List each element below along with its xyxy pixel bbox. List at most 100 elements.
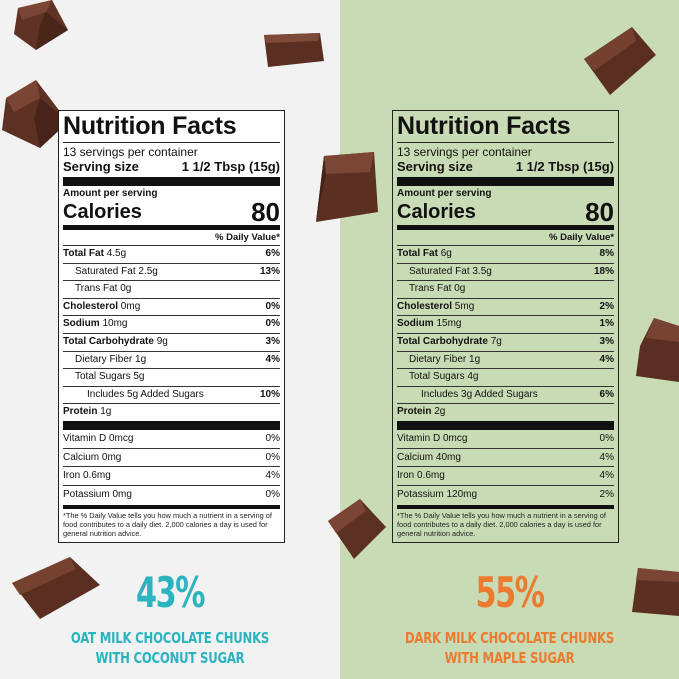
nutrient-percent: 13% xyxy=(259,265,280,277)
nutrient-label: Includes 5g Added Sugars xyxy=(87,388,204,400)
amount-per-serving: Amount per serving xyxy=(397,188,492,199)
nutrition-facts-panel-right: Nutrition Facts 13 servings per containe… xyxy=(392,110,619,544)
nutrient-percent: 6% xyxy=(599,388,614,400)
nutrient-percent: 18% xyxy=(593,265,614,277)
right-background xyxy=(340,0,679,679)
nutrient-row-sodium: Sodium 15mg 1% xyxy=(397,315,614,333)
vitamin-label: Potassium 120mg xyxy=(397,488,478,500)
nutrient-label: Includes 3g Added Sugars xyxy=(421,388,538,400)
nutrient-label: Dietary Fiber 1g xyxy=(75,353,147,365)
chocolate-chunk-image xyxy=(2,80,68,148)
nutrient-percent: 0% xyxy=(265,300,280,312)
nutrient-row-saturated-fat: Saturated Fat 3.5g 18% xyxy=(397,262,614,281)
nutrient-percent: 8% xyxy=(599,248,614,259)
nutrient-row-total-fat: Total Fat 4.5g 6% xyxy=(63,245,280,263)
calories-value: 80 xyxy=(585,197,614,227)
nutrient-label: Total Fat xyxy=(63,248,104,259)
nutrient-amount: 15mg xyxy=(436,318,462,330)
nutrient-label: Sodium xyxy=(63,318,100,330)
chocolate-chunk-image xyxy=(328,499,386,559)
serving-size-row: Serving size 1 1/2 Tbsp (15g) xyxy=(63,159,280,174)
servings-per-container: 13 servings per container xyxy=(397,145,532,159)
daily-value-header: % Daily Value* xyxy=(549,232,614,243)
vitamin-label: Vitamin D 0mcg xyxy=(63,432,134,444)
chocolate-chunk-image xyxy=(264,33,324,67)
divider-thick xyxy=(397,420,614,430)
nutrient-label: Saturated Fat 2.5g xyxy=(75,265,158,277)
nutrient-row-protein: Protein 1g xyxy=(63,403,280,421)
nutrient-amount: 9g xyxy=(156,335,168,347)
divider-thick xyxy=(63,177,280,186)
vitamin-percent: 4% xyxy=(265,470,280,482)
vitamin-percent: 4% xyxy=(599,451,614,463)
nutrition-facts-panel-left: Nutrition Facts 13 servings per containe… xyxy=(58,110,285,544)
daily-value-footnote: *The % Daily Value tells you how much a … xyxy=(63,505,280,538)
nutrition-facts-title: Nutrition Facts xyxy=(397,112,571,140)
vitamin-percent: 2% xyxy=(599,488,614,500)
nutrient-row-total-sugars: Total Sugars 4g xyxy=(397,368,614,386)
vitamins-section: Vitamin D 0mcg 0% Calcium 40mg 4% Iron 0… xyxy=(397,430,614,503)
vitamin-label: Calcium 40mg xyxy=(397,451,461,463)
nutrient-label: Total Sugars 5g xyxy=(75,371,145,383)
nutrient-percent: 0% xyxy=(265,318,280,330)
vitamin-row-iron: Iron 0.6mg 4% xyxy=(397,466,614,485)
calories-value: 80 xyxy=(251,197,280,227)
nutrition-facts-title: Nutrition Facts xyxy=(63,112,237,140)
nutrient-row-cholesterol: Cholesterol 0mg 0% xyxy=(63,297,280,316)
product-name-right: DARK MILK CHOCOLATE CHUNKS WITH MAPLE SU… xyxy=(377,628,641,668)
product-name-line: WITH MAPLE SUGAR xyxy=(444,649,575,667)
vitamin-label: Iron 0.6mg xyxy=(397,470,445,482)
nutrient-row-saturated-fat: Saturated Fat 2.5g 13% xyxy=(63,262,280,281)
vitamin-label: Iron 0.6mg xyxy=(63,470,111,482)
nutrient-label: Total Carbohydrate xyxy=(397,335,488,347)
divider-thick xyxy=(397,177,614,186)
serving-size-label: Serving size xyxy=(63,159,139,174)
nutrient-row-added-sugars: Includes 5g Added Sugars 10% xyxy=(63,385,280,404)
nutrient-percent: 4% xyxy=(599,353,614,365)
product-name-left: OAT MILK CHOCOLATE CHUNKS WITH COCONUT S… xyxy=(37,628,302,668)
nutrient-row-total-carbohydrate: Total Carbohydrate 7g 3% xyxy=(397,332,614,351)
nutrient-label: Trans Fat 0g xyxy=(409,283,466,295)
vitamin-percent: 0% xyxy=(265,451,280,463)
chocolate-chunk-image xyxy=(316,152,378,222)
nutrient-percent: 1% xyxy=(599,318,614,330)
calories-row: Calories 80 xyxy=(63,197,280,227)
vitamin-row-iron: Iron 0.6mg 4% xyxy=(63,466,280,485)
nutrient-label: Protein xyxy=(63,406,98,418)
nutrient-percent: 4% xyxy=(265,353,280,365)
vitamin-percent: 0% xyxy=(599,432,614,444)
servings-per-container: 13 servings per container xyxy=(63,145,198,159)
nutrient-amount: 6g xyxy=(440,248,452,259)
nutrient-row-added-sugars: Includes 3g Added Sugars 6% xyxy=(397,385,614,404)
vitamin-row-d: Vitamin D 0mcg 0% xyxy=(63,430,280,448)
product-name-line: OAT MILK CHOCOLATE CHUNKS xyxy=(70,629,270,647)
nutrient-row-cholesterol: Cholesterol 5mg 2% xyxy=(397,297,614,316)
serving-size-label: Serving size xyxy=(397,159,473,174)
nutrient-label: Total Sugars 4g xyxy=(409,371,479,383)
vitamin-row-calcium: Calcium 0mg 0% xyxy=(63,447,280,467)
calories-label: Calories xyxy=(63,201,142,223)
vitamin-percent: 0% xyxy=(265,432,280,444)
serving-size-value: 1 1/2 Tbsp (15g) xyxy=(515,159,614,174)
nutrient-percent: 10% xyxy=(259,388,280,400)
nutrient-amount: 1g xyxy=(100,406,112,418)
nutrient-row-total-fat: Total Fat 6g 8% xyxy=(397,245,614,263)
daily-value-footnote: *The % Daily Value tells you how much a … xyxy=(397,505,614,538)
vitamin-row-potassium: Potassium 0mg 0% xyxy=(63,484,280,504)
vitamin-label: Vitamin D 0mcg xyxy=(397,432,468,444)
cacao-percent-left: 43% xyxy=(135,568,206,617)
vitamin-percent: 4% xyxy=(599,470,614,482)
nutrient-row-trans-fat: Trans Fat 0g xyxy=(397,280,614,298)
amount-per-serving: Amount per serving xyxy=(63,188,158,199)
chocolate-chunk-image xyxy=(12,557,100,619)
chocolate-chunk-image xyxy=(14,0,68,50)
nutrient-label: Trans Fat 0g xyxy=(75,283,132,295)
nutrient-percent: 3% xyxy=(599,335,614,347)
vitamin-row-calcium: Calcium 40mg 4% xyxy=(397,447,614,467)
nutrient-amount: 10mg xyxy=(102,318,128,330)
divider-medium xyxy=(397,225,614,230)
chocolate-chunk-image xyxy=(636,318,679,382)
vitamin-label: Potassium 0mg xyxy=(63,488,132,500)
nutrient-row-sodium: Sodium 10mg 0% xyxy=(63,315,280,333)
vitamin-percent: 0% xyxy=(265,488,280,500)
